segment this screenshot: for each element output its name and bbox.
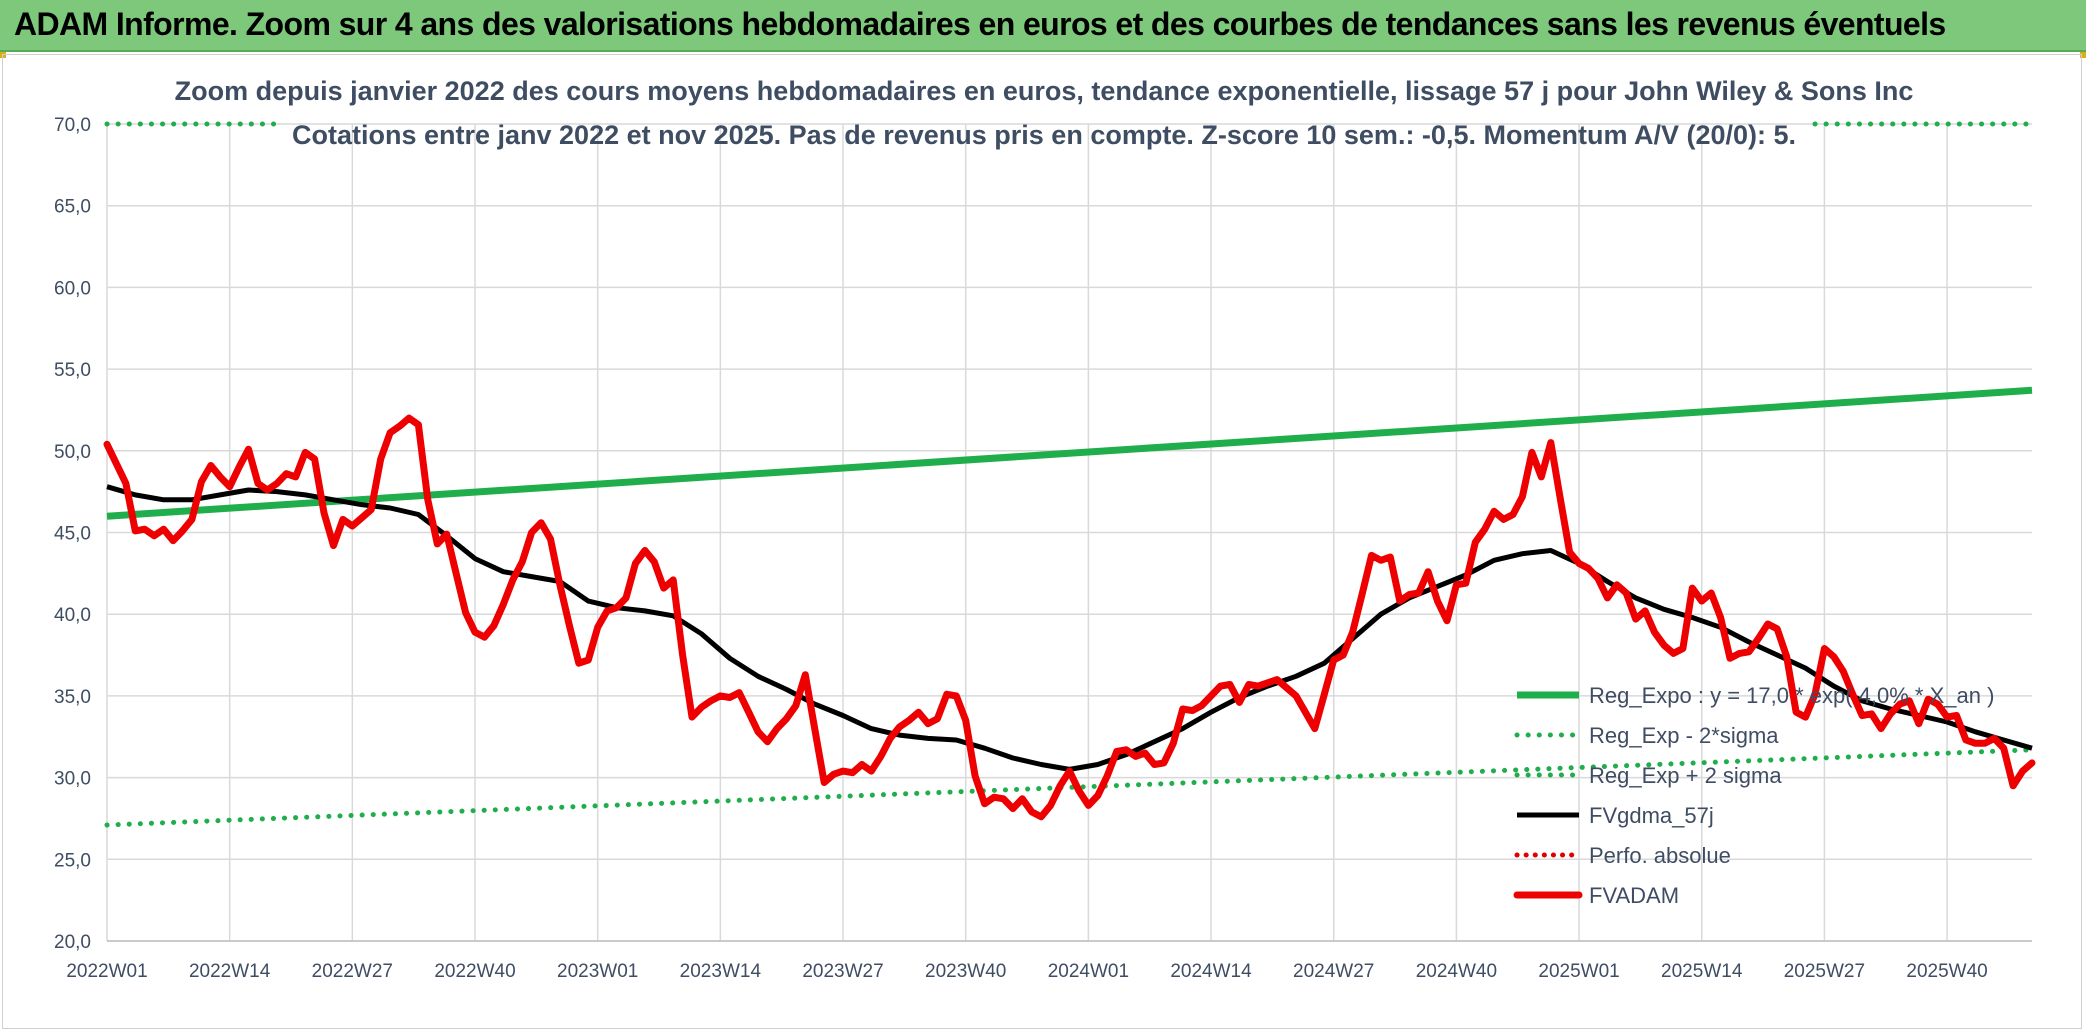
x-tick-label: 2023W01: [557, 961, 638, 982]
x-tick-label: 2024W40: [1416, 961, 1497, 982]
y-tick-label: 45,0: [54, 524, 91, 545]
y-tick-label: 35,0: [54, 687, 91, 708]
legend-label-fvadam: FVADAM: [1589, 883, 1679, 908]
x-tick-label: 2022W14: [189, 961, 271, 982]
series-line-fvadam: [103, 414, 2036, 821]
y-tick-label: 40,0: [54, 605, 91, 626]
x-tick-label: 2024W14: [1170, 961, 1252, 982]
legend-label-sigma-plus: Reg_Exp + 2 sigma: [1589, 763, 1782, 788]
y-tick-label: 20,0: [54, 932, 91, 953]
y-tick-label: 25,0: [54, 850, 91, 871]
chart-area: 20,0 25,0 30,0 35,0 40,0 45,0 50,0 55,0 60,0 65,0…: [2, 54, 2082, 1029]
legend-label-reg-expo: Reg_Expo : y = 17,0 * exp( 4,0% * X_an ): [1589, 683, 1994, 708]
gridlines: [106, 123, 2032, 942]
y-tick-label: 30,0: [54, 769, 91, 790]
line-chart: 20,0 25,0 30,0 35,0 40,0 45,0 50,0 55,0 60,0 65,0…: [54, 76, 2036, 982]
y-tick-label: 55,0: [54, 360, 91, 381]
y-tick-label: 65,0: [54, 197, 91, 218]
x-tick-label: 2022W27: [312, 961, 393, 982]
chart-title-line2: Cotations entre janv 2022 et nov 2025. P…: [292, 120, 1796, 150]
x-tick-label: 2023W14: [680, 961, 762, 982]
legend-label-fvgdma: FVgdma_57j: [1589, 803, 1714, 828]
y-tick-label: 50,0: [54, 442, 91, 463]
series-line-reg-expo: [106, 386, 2033, 520]
corner-marker-right: [2080, 52, 2086, 58]
y-tick-label: 70,0: [54, 115, 91, 136]
x-axis: 2022W01 2022W14 2022W27 2022W40 2023W01 2023W…: [66, 940, 2032, 982]
chart-titles: Zoom depuis janvier 2022 des cours moyen…: [175, 76, 1914, 150]
x-tick-label: 2024W01: [1048, 961, 1129, 982]
x-tick-label: 2025W40: [1906, 961, 1987, 982]
x-tick-label: 2025W14: [1661, 961, 1743, 982]
report-title: ADAM Informe. Zoom sur 4 ans des valoris…: [14, 6, 1946, 42]
x-tick-label: 2025W01: [1538, 961, 1619, 982]
x-tick-label: 2023W27: [802, 961, 883, 982]
x-tick-label: 2022W40: [434, 961, 515, 982]
series-group: [103, 121, 2036, 828]
x-tick-label: 2022W01: [66, 961, 147, 982]
legend-label-perfo: Perfo. absolue: [1589, 843, 1731, 868]
report-banner: ADAM Informe. Zoom sur 4 ans des valoris…: [0, 0, 2086, 52]
chart-title-line1: Zoom depuis janvier 2022 des cours moyen…: [175, 76, 1914, 106]
x-tick-label: 2024W27: [1293, 961, 1374, 982]
y-tick-label: 60,0: [54, 278, 91, 299]
y-axis: 20,0 25,0 30,0 35,0 40,0 45,0 50,0 55,0 60,0 65,0…: [54, 115, 91, 953]
x-tick-label: 2025W27: [1784, 961, 1865, 982]
series-line-sigma-minus: [104, 747, 2035, 828]
chart-legend: Reg_Expo : y = 17,0 * exp( 4,0% * X_an )…: [1513, 683, 1994, 908]
x-tick-label: 2023W40: [925, 961, 1006, 982]
corner-marker-left: [0, 52, 6, 58]
legend-label-sigma-minus: Reg_Exp - 2*sigma: [1589, 723, 1779, 748]
